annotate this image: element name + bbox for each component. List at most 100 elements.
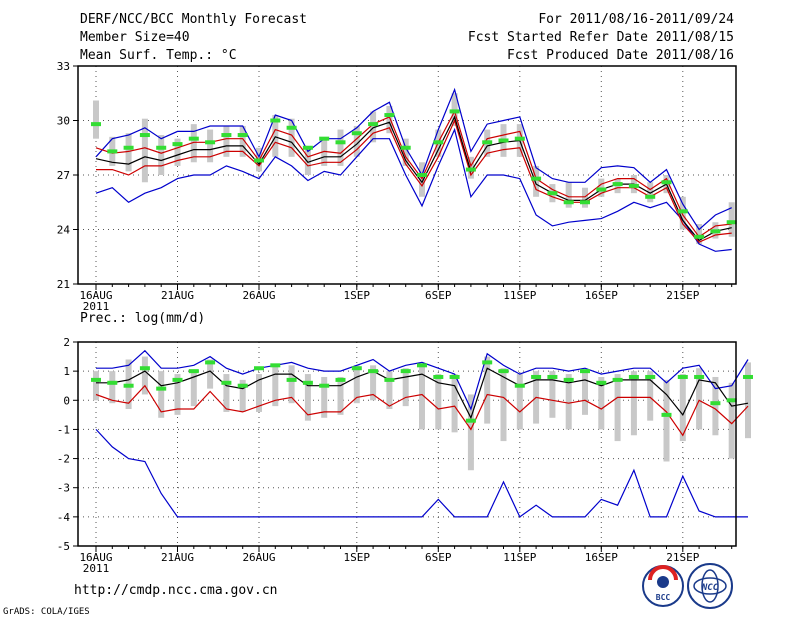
x-tick-label: 21AUG — [161, 551, 194, 564]
observation-mark — [172, 377, 183, 382]
spread-box — [565, 374, 572, 430]
spread-box — [370, 365, 377, 401]
spread-box — [565, 182, 572, 208]
observation-mark — [628, 374, 639, 379]
observation-mark — [351, 366, 362, 371]
y-tick-label: 21 — [57, 278, 70, 291]
figure-title: DERF/NCC/BCC Monthly Forecast — [80, 12, 307, 27]
observation-mark — [482, 360, 493, 365]
forecast-period: For 2011/08/16-2011/09/24 — [538, 12, 734, 27]
observation-mark — [694, 374, 705, 379]
spread-box — [614, 374, 621, 442]
spread-box — [549, 371, 556, 418]
observation-mark — [335, 140, 346, 145]
spread-box — [533, 165, 540, 197]
x-tick-label: 26AUG — [242, 289, 275, 302]
spread-box — [419, 365, 425, 430]
spread-box — [337, 129, 344, 166]
observation-mark — [107, 380, 118, 385]
observation-mark — [531, 176, 542, 181]
observation-mark — [563, 377, 574, 382]
observation-mark — [694, 234, 705, 239]
observation-mark — [531, 374, 542, 379]
spread-box — [353, 365, 360, 404]
series-line-upper — [95, 109, 732, 238]
x-tick-label: 16AUG — [79, 289, 112, 302]
spread-box — [93, 100, 99, 139]
observation-mark — [400, 369, 411, 374]
spread-box — [647, 371, 654, 421]
observation-mark — [384, 113, 395, 118]
observation-mark — [482, 140, 493, 145]
observation-mark — [384, 377, 395, 382]
observation-mark — [743, 374, 753, 379]
spread-box — [141, 118, 148, 183]
series-line-min — [95, 428, 748, 518]
spread-box — [402, 138, 409, 166]
observation-mark — [221, 133, 232, 138]
spread-box — [141, 356, 148, 395]
series-line-mean — [95, 115, 732, 242]
spread-box — [272, 115, 279, 157]
spread-box — [353, 125, 360, 157]
observation-mark — [237, 133, 248, 138]
spread-box — [190, 124, 197, 163]
y-tick-label: 33 — [57, 60, 70, 73]
spread-box — [630, 371, 637, 436]
source-url: http://cmdp.ncc.cma.gov.cn — [74, 583, 278, 598]
grads-credit: GrADS: COLA/IGES — [3, 607, 90, 617]
spread-box — [516, 374, 523, 430]
spread-box — [288, 118, 295, 157]
spread-box — [402, 368, 409, 407]
observation-mark — [433, 140, 444, 145]
temp-variable-label: Mean Surf. Temp.: °C — [80, 48, 237, 63]
spread-box — [712, 376, 719, 436]
observation-mark — [139, 366, 150, 371]
observation-mark — [498, 369, 509, 374]
y-tick-label: 24 — [57, 224, 71, 237]
observation-mark — [351, 131, 362, 136]
observation-mark — [449, 374, 460, 379]
x-tick-label: 26AUG — [242, 551, 275, 564]
spread-box — [500, 368, 507, 442]
precipitation-panel: -5 -4 -3 -2 -1 0 1 2 16AUG 21AUG 26AUG 1SEP 6SEP 11SE… — [57, 336, 753, 575]
observation-mark — [547, 374, 558, 379]
observation-mark — [205, 140, 216, 145]
observation-mark — [205, 360, 216, 365]
y-tick-label: -4 — [57, 511, 71, 524]
spread-box — [223, 125, 230, 157]
observation-mark — [417, 363, 427, 368]
observation-mark — [286, 125, 297, 130]
observation-mark — [319, 136, 330, 141]
y-tick-label: 0 — [63, 394, 70, 407]
observation-mark — [726, 398, 737, 403]
spread-box — [174, 138, 181, 166]
y-tick-label: -3 — [57, 482, 70, 495]
observation-mark — [270, 363, 281, 368]
x-tick-label: 6SEP — [425, 289, 452, 302]
observation-mark — [449, 109, 460, 114]
observation-mark — [710, 401, 721, 406]
spread-box — [190, 371, 197, 407]
observation-mark — [580, 200, 590, 205]
observation-mark — [335, 377, 346, 382]
spread-box — [679, 374, 686, 442]
spread-box — [321, 376, 328, 418]
x-tick-label: 21AUG — [161, 289, 194, 302]
observation-mark — [400, 145, 411, 150]
observation-mark — [612, 377, 623, 382]
fcst-produced-date: Fcst Produced Date 2011/08/16 — [507, 48, 734, 63]
y-tick-label: 2 — [63, 336, 70, 349]
spread-box — [125, 133, 132, 172]
observation-mark — [514, 383, 525, 388]
observation-mark — [645, 374, 656, 379]
series-line-min — [95, 127, 732, 252]
spread-box — [256, 374, 262, 412]
observation-mark — [612, 182, 623, 187]
observation-mark — [628, 183, 639, 188]
spread-box — [370, 111, 377, 143]
observation-mark — [302, 145, 313, 150]
x-tick-label: 1SEP — [344, 289, 371, 302]
spread-box — [745, 362, 751, 439]
spread-box — [696, 368, 703, 430]
